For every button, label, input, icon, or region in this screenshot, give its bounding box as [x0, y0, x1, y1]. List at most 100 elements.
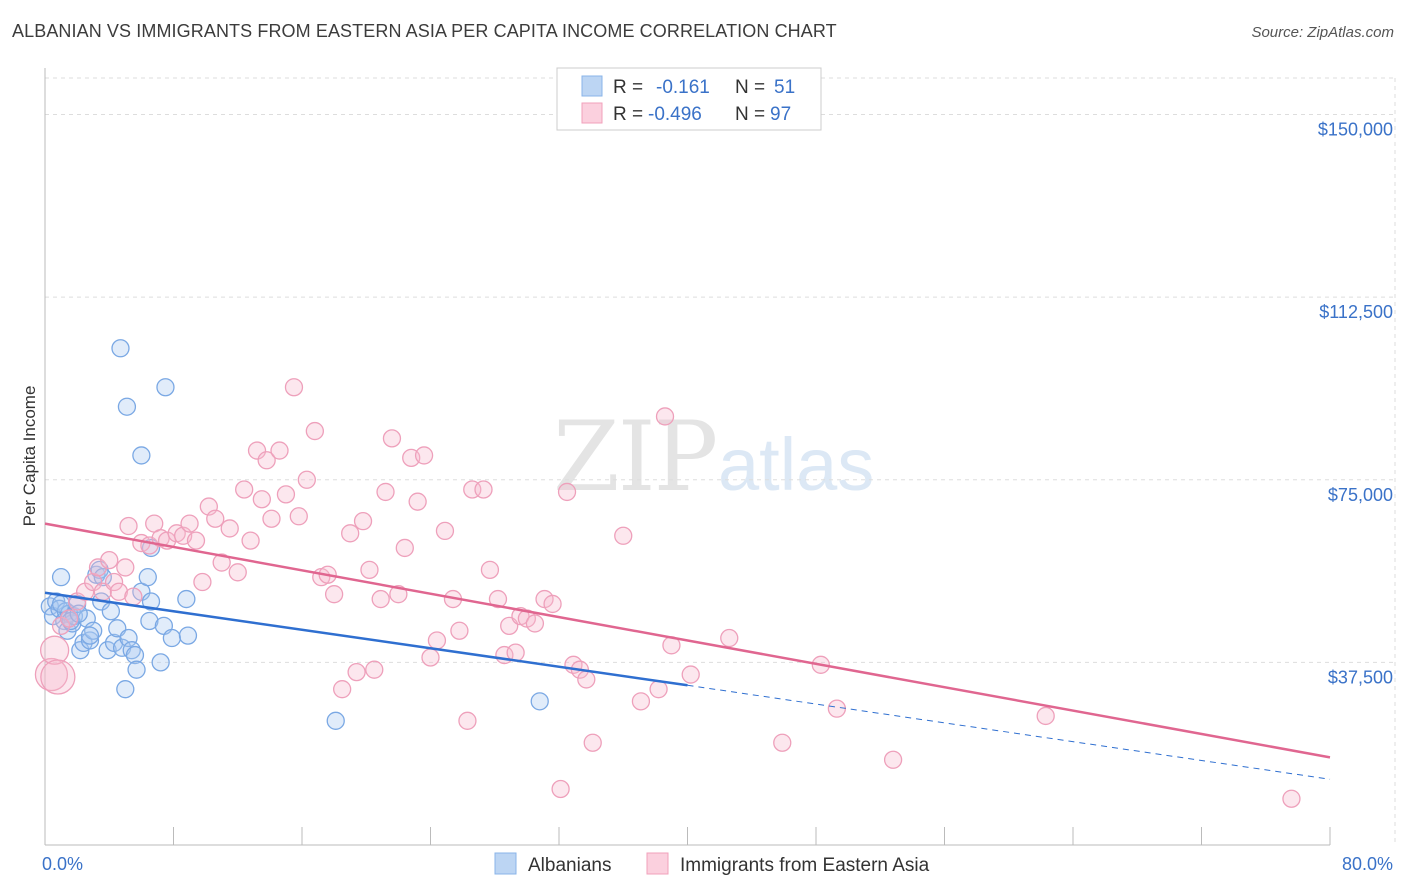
x-tick-label-min: 0.0%: [42, 854, 83, 874]
pink-point: [353, 512, 373, 531]
blue-point: [132, 446, 151, 465]
blue-point: [111, 339, 130, 358]
pink-point: [235, 480, 254, 499]
series-albanians-points: [40, 339, 549, 730]
blue-point: [80, 626, 100, 645]
blue-point: [84, 621, 103, 640]
pink-point: [655, 407, 675, 426]
pink-point: [324, 585, 344, 604]
series-eastern-asia-points: [34, 378, 1301, 808]
trend-albanians-extension: [687, 684, 1331, 780]
legend-n-value-1: 51: [774, 77, 795, 98]
pink-point: [773, 733, 792, 752]
pink-point: [228, 563, 247, 582]
y-tick-label: $37,500: [1328, 667, 1393, 687]
axes: [44, 68, 1331, 846]
pink-point: [395, 538, 414, 558]
blue-point: [127, 660, 146, 679]
pink-point: [241, 531, 260, 550]
tick-labels: $37,500 $75,000 $112,500 $150,000 0.0% 80.0%: [42, 120, 1393, 874]
pink-point: [40, 659, 76, 695]
pink-point: [382, 429, 402, 448]
pink-point: [116, 558, 135, 577]
blue-point: [162, 628, 182, 648]
blue-point: [530, 692, 549, 711]
pink-point: [376, 482, 395, 502]
pink-point: [1282, 789, 1301, 808]
trend-lines: [44, 522, 1331, 780]
pink-point: [289, 507, 308, 526]
pink-point: [525, 614, 545, 633]
pink-point: [305, 421, 325, 441]
pink-point: [1036, 706, 1055, 726]
pink-point: [220, 519, 239, 538]
pink-point: [109, 582, 129, 601]
legend-r-value-2: -0.496: [648, 104, 702, 125]
blue-point: [141, 592, 161, 611]
blue-point: [122, 641, 141, 660]
pink-point: [124, 587, 143, 606]
pink-point: [577, 670, 596, 689]
legend-r-label-2: R =: [613, 104, 643, 125]
pink-point: [421, 648, 440, 667]
blue-point: [98, 641, 117, 660]
pink-point: [100, 550, 119, 570]
series-legend: Albanians Immigrants from Eastern Asia: [494, 852, 930, 876]
pink-point: [389, 585, 408, 604]
pink-point: [341, 524, 360, 543]
bottom-legend-swatch-eastern-asia: [646, 852, 669, 875]
watermark-zip: ZIP: [553, 401, 716, 513]
pink-point: [247, 441, 267, 460]
pink-point: [186, 531, 206, 550]
blue-point: [51, 568, 71, 587]
pink-point: [414, 446, 434, 465]
pink-point: [435, 521, 455, 541]
pink-point: [427, 631, 447, 650]
legend-n-label-1: N =: [735, 77, 765, 98]
legend-swatch-albanians: [581, 75, 603, 97]
pink-point: [262, 509, 281, 528]
chart-title: ALBANIAN VS IMMIGRANTS FROM EASTERN ASIA…: [12, 21, 837, 41]
pink-point: [59, 609, 79, 628]
pink-point: [347, 662, 366, 682]
pink-point: [84, 572, 103, 592]
pink-point: [631, 692, 651, 711]
blue-point: [138, 568, 157, 587]
pink-point: [270, 441, 289, 460]
pink-point: [212, 553, 231, 572]
watermark-atlas: atlas: [718, 423, 874, 506]
y-tick-label: $150,000: [1318, 120, 1393, 140]
pink-point: [480, 560, 500, 580]
legend-r-value-1: -0.161: [656, 77, 710, 98]
pink-point: [193, 572, 212, 592]
pink-point: [614, 526, 633, 545]
blue-point: [80, 631, 100, 650]
pink-point: [88, 558, 108, 577]
legend-n-value-2: 97: [770, 104, 791, 125]
pink-point: [104, 572, 124, 592]
pink-point: [39, 635, 70, 665]
blue-point: [178, 626, 198, 645]
pink-point: [371, 589, 390, 609]
blue-point: [117, 397, 137, 416]
pink-point: [488, 589, 508, 609]
pink-point: [458, 711, 477, 730]
pink-point: [474, 480, 493, 499]
y-tick-label: $112,500: [1319, 302, 1393, 322]
blue-point: [125, 645, 145, 665]
pink-point: [720, 628, 739, 648]
bottom-legend-label-eastern-asia: Immigrants from Eastern Asia: [680, 855, 930, 876]
pink-point: [206, 509, 225, 528]
legend-swatch-eastern-asia: [581, 102, 603, 124]
pink-point: [583, 733, 602, 752]
x-tick-label-max: 80.0%: [1342, 854, 1393, 874]
blue-point: [93, 568, 112, 587]
blue-point: [156, 378, 175, 397]
pink-point: [557, 482, 577, 502]
pink-point: [284, 378, 304, 397]
blue-point: [177, 589, 196, 609]
blue-point: [116, 680, 135, 699]
blue-point: [326, 711, 345, 730]
pink-point: [543, 594, 562, 614]
